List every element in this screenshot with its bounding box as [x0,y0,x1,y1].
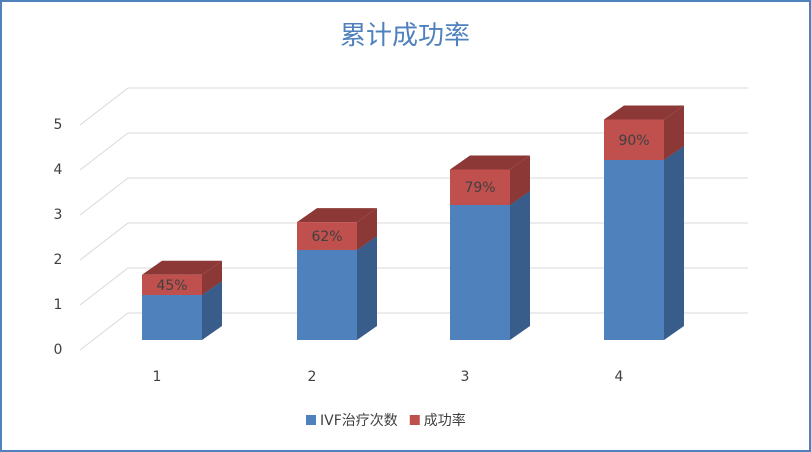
bar [450,169,510,205]
bar [604,119,664,160]
x-tick-label: 1 [153,369,162,385]
chart-title: 累计成功率 [340,21,470,51]
bar [142,274,202,295]
value-label: 62% [311,229,342,245]
x-tick-label: 3 [461,369,470,385]
grid-line [79,267,748,306]
y-tick-label: 1 [54,297,63,313]
y-tick-label: 0 [54,342,63,358]
x-tick-label: 4 [615,369,624,385]
bar [604,160,664,340]
y-tick-label: 2 [54,252,63,268]
grid-line [79,132,748,171]
x-tick-label: 2 [308,369,317,385]
bar [142,295,202,340]
legend-swatch [409,415,420,425]
value-label: 79% [464,180,495,196]
y-tick-label: 4 [54,162,63,178]
bar-side [664,146,684,340]
y-tick-label: 5 [54,117,63,133]
bar-side [202,281,222,340]
bar-top [450,155,530,170]
bar [450,205,510,340]
bar-side [664,105,684,160]
bar-side [357,236,377,340]
bar-top [297,208,377,223]
value-label: 90% [618,133,649,149]
bar-side [202,260,222,295]
bar-side [510,191,530,340]
bar-side [510,155,530,205]
bar-top [604,105,684,120]
grid-line [79,222,748,261]
grid-line [79,177,748,216]
legend-label: 成功率 [424,412,466,429]
bar-top [142,260,222,275]
bar [297,222,357,250]
y-tick-label: 3 [54,207,63,223]
grid-line [79,312,748,351]
bar-side [357,208,377,250]
legend-swatch [306,415,316,425]
bar [297,250,357,340]
value-label: 45% [156,278,187,294]
legend-label: IVF治疗次数 [320,413,398,429]
grid-line [79,87,748,126]
